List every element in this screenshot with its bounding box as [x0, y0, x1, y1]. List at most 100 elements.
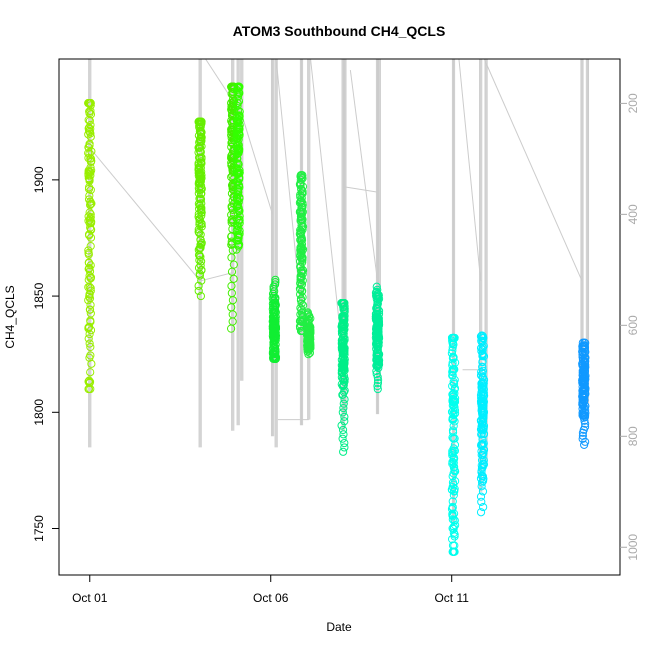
data-point [340, 355, 349, 364]
y-tick-label: 1900 [32, 166, 46, 193]
data-point [580, 353, 589, 362]
data-point [477, 430, 486, 439]
data-point [448, 502, 457, 512]
data-point [578, 431, 588, 440]
data-point [235, 111, 244, 120]
data-point [477, 450, 486, 460]
data-point [449, 455, 458, 464]
x-tick-label: Oct 06 [253, 591, 289, 605]
data-point [268, 299, 277, 308]
data-point [449, 524, 458, 534]
data-point [233, 169, 242, 179]
data-point [235, 206, 244, 216]
data-point [86, 171, 95, 180]
trace-transit [349, 70, 378, 281]
data-point [297, 252, 307, 262]
y-tick-label: 1800 [32, 399, 46, 426]
data-point [373, 384, 382, 394]
data-point [235, 107, 244, 116]
data-point [340, 412, 349, 421]
data-point [479, 502, 488, 512]
data-point [227, 281, 236, 291]
data-point [85, 378, 94, 387]
data-point [478, 366, 488, 375]
chart-title: ATOM3 Southbound CH4_QCLS [233, 23, 446, 39]
data-point [580, 344, 589, 354]
data-point [84, 195, 94, 204]
data-point [478, 362, 487, 372]
data-point [449, 444, 458, 453]
data-point [373, 375, 383, 385]
data-point [270, 346, 280, 356]
data-point [86, 261, 95, 270]
series-group [371, 282, 384, 394]
data-point [448, 413, 457, 423]
data-point [194, 131, 204, 140]
data-point [449, 528, 458, 537]
data-point [477, 429, 486, 438]
data-point [451, 358, 460, 367]
data-point [195, 121, 204, 130]
data-point [84, 212, 93, 221]
series-group [84, 99, 96, 394]
data-point [448, 512, 457, 521]
data-point [296, 278, 305, 288]
y2-tick-label: 400 [626, 204, 640, 224]
data-point [268, 305, 277, 314]
data-point [478, 343, 487, 352]
data-point [338, 333, 348, 342]
data-point [579, 375, 588, 385]
data-point [234, 160, 243, 169]
data-point [86, 120, 95, 130]
data-point [340, 438, 349, 448]
data-point [374, 338, 383, 347]
data-point [197, 240, 206, 249]
data-point [85, 216, 94, 225]
y2-tick-label: 200 [626, 93, 640, 113]
data-point [233, 187, 242, 196]
data-point [197, 257, 206, 266]
data-point [196, 117, 206, 126]
data-point [296, 178, 305, 188]
data-point [85, 353, 94, 362]
data-point [196, 147, 205, 157]
data-point [450, 434, 459, 443]
data-point [477, 447, 486, 456]
data-point [374, 359, 383, 368]
data-point [196, 126, 205, 136]
data-point [340, 311, 349, 321]
data-point [373, 381, 382, 391]
y-axis-label: CH4_QCLS [3, 285, 17, 348]
y2-tick-label: 800 [626, 426, 640, 446]
data-point [338, 361, 348, 370]
data-point [339, 305, 348, 314]
data-point [449, 392, 458, 401]
data-point [449, 334, 459, 343]
data-point [84, 184, 94, 194]
data-point [295, 208, 305, 217]
data-point [478, 332, 488, 341]
data-point [372, 325, 381, 334]
secondary-y-axis: 200 400 600 800 1000 [620, 93, 640, 561]
data-point [448, 547, 457, 556]
series-group [194, 117, 206, 301]
data-point [196, 261, 205, 270]
data-point [233, 115, 243, 124]
data-point [271, 340, 280, 349]
data-point [449, 353, 458, 362]
data-point [235, 168, 244, 177]
data-point [451, 477, 460, 486]
data-point [235, 174, 244, 184]
data-point [270, 318, 279, 328]
data-point [84, 384, 94, 394]
data-point [197, 265, 206, 275]
data-point [448, 381, 457, 391]
data-point [337, 421, 346, 430]
data-point [227, 237, 236, 246]
data-point [339, 356, 348, 366]
series-group [268, 275, 281, 363]
data-point [86, 210, 95, 219]
data-point [196, 185, 206, 194]
data-point [580, 405, 590, 415]
data-point [476, 441, 486, 450]
